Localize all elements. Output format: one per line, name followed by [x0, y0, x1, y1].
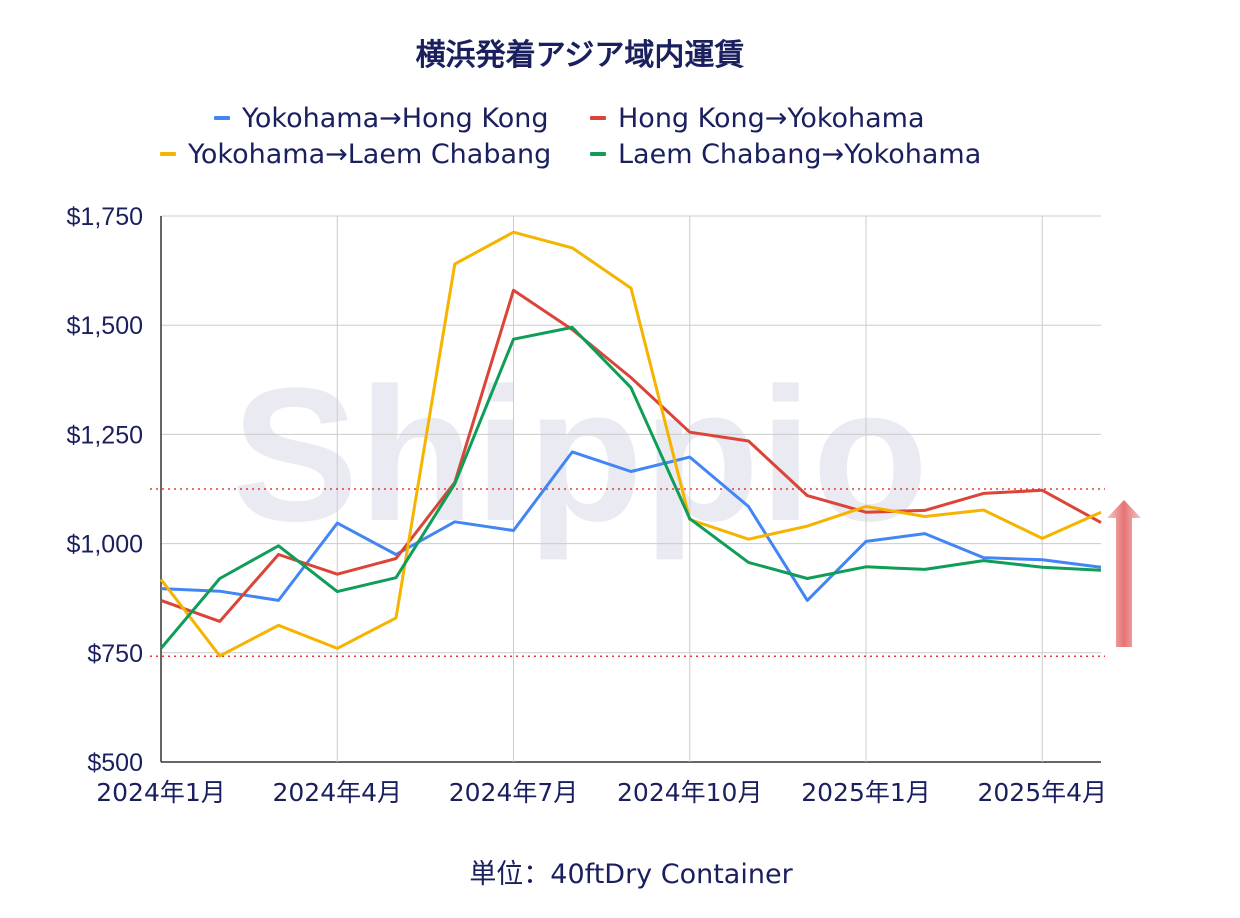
series-line-yokohama-hong-kong — [160, 450, 1102, 602]
x-tick-label: 2024年10月 — [617, 778, 762, 807]
chart-title: 横浜発着アジア域内運賃 — [415, 38, 745, 73]
x-axis-ticks: 2024年1月 2024年4月 2024年7月 2024年10月 2025年1月 2025… — [96, 778, 1107, 807]
y-tick-label: $500 — [87, 749, 143, 777]
legend-label: Yokohama→Hong Kong — [242, 102, 549, 134]
legend-item-hong-kong-yokohama: Hong Kong→Yokohama — [590, 100, 925, 136]
y-tick-label: $1,750 — [67, 203, 143, 231]
legend-label: Laem Chabang→Yokohama — [618, 138, 982, 170]
series-line-yokohama-laem-chabang — [159, 230, 1102, 658]
y-tick-label: $750 — [87, 640, 143, 668]
legend-swatch — [590, 116, 606, 120]
up-arrow-icon — [1107, 500, 1141, 647]
legend-swatch — [160, 152, 176, 156]
legend-item-yokohama-hong-kong: Yokohama→Hong Kong — [214, 100, 549, 136]
series-line-laem-chabang-yokohama — [159, 325, 1102, 650]
x-tick-label: 2025年4月 — [977, 778, 1107, 807]
y-axis-ticks: $500 $750 $1,000 $1,250 $1,500 $1,750 — [67, 203, 143, 777]
series-lines — [159, 230, 1102, 658]
x-tick-label: 2024年4月 — [272, 778, 402, 807]
legend-swatch — [590, 152, 606, 156]
x-tick-label: 2024年7月 — [449, 778, 579, 807]
legend-label: Yokohama→Laem Chabang — [188, 138, 552, 170]
x-tick-label: 2025年1月 — [801, 778, 931, 807]
legend-swatch — [214, 116, 230, 120]
y-tick-label: $1,500 — [67, 312, 143, 340]
series-line-hong-kong-yokohama — [160, 288, 1102, 623]
y-tick-label: $1,000 — [67, 531, 143, 559]
trend-arrow — [1107, 500, 1141, 647]
grid — [160, 215, 1101, 763]
y-tick-label: $1,250 — [67, 421, 143, 449]
legend-item-laem-chabang-yokohama: Laem Chabang→Yokohama — [590, 136, 981, 172]
legend-label: Hong Kong→Yokohama — [618, 102, 925, 134]
unit-label: 単位：40ftDry Container — [469, 859, 793, 890]
x-tick-label: 2024年1月 — [96, 778, 226, 807]
legend-item-yokohama-laem-chabang: Yokohama→Laem Chabang — [160, 136, 551, 172]
